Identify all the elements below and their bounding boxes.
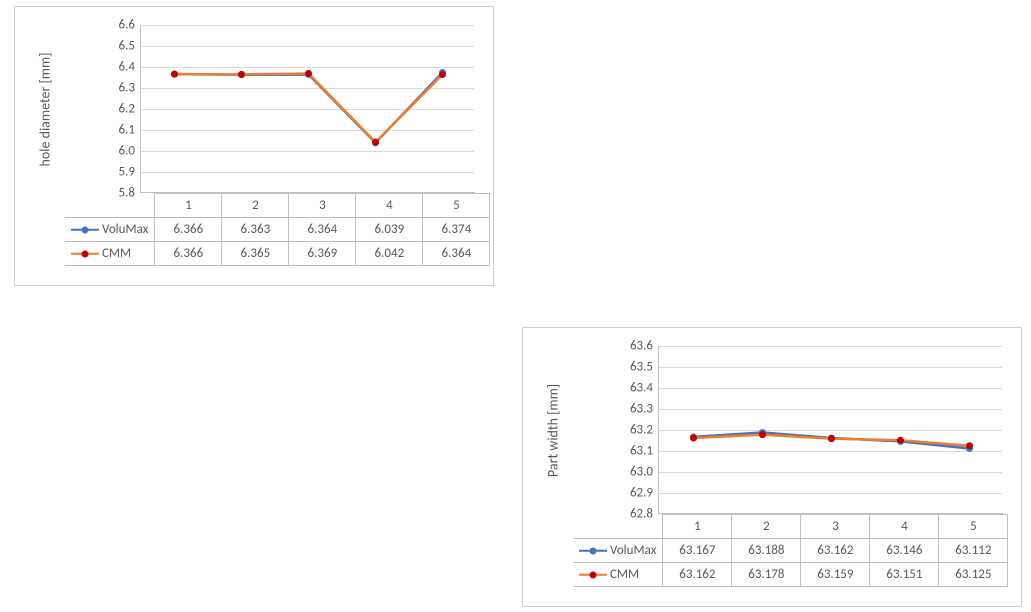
chart1-data-table: 12345VoluMax6.3666.3636.3646.0396.374CMM… [65, 193, 490, 266]
chart2-legend-cell: CMM [573, 563, 663, 587]
chart1-ytick: 6.0 [119, 144, 141, 159]
chart1-series-name: VoluMax [102, 222, 148, 237]
chart1-category-header: 4 [356, 194, 423, 218]
chart2-legend-swatch [579, 568, 607, 582]
chart1-data-cell: 6.039 [356, 218, 423, 242]
chart2-data-cell: 63.178 [732, 563, 801, 587]
chart1-category-header: 2 [222, 194, 289, 218]
chart2-data-cell: 63.159 [801, 563, 870, 587]
chart2-data-cell: 63.151 [870, 563, 939, 587]
chart2-series-name: CMM [610, 567, 639, 582]
chart1-ytick: 6.4 [119, 60, 141, 75]
chart1-ylabel: hole diameter [mm] [37, 50, 54, 170]
chart1-legend-cell: VoluMax [65, 218, 155, 242]
chart2-marker [828, 435, 835, 442]
chart2-category-header: 2 [732, 515, 801, 539]
chart2-table-row: VoluMax 63.16763.18863.16263.14663.112 [573, 539, 1008, 563]
chart2-svg [659, 346, 1004, 514]
chart2-ytick: 63.2 [630, 423, 659, 438]
chart2-data-cell: 63.125 [939, 563, 1008, 587]
chart1-legend-swatch [71, 223, 99, 237]
chart2-table-header-row: 12345 [573, 515, 1008, 539]
chart2-data-cell: 63.162 [801, 539, 870, 563]
chart1-marker [171, 71, 178, 78]
chart1-category-header: 5 [423, 194, 490, 218]
chart1-table-header-row: 12345 [65, 194, 490, 218]
chart2-data-cell: 63.146 [870, 539, 939, 563]
chart1-ytick: 6.5 [119, 39, 141, 54]
chart2-data-table: 12345VoluMax63.16763.18863.16263.14663.1… [573, 514, 1008, 587]
chart2-category-header: 3 [801, 515, 870, 539]
chart2-ytick: 63.0 [630, 465, 659, 480]
chart2-ytick: 63.3 [630, 402, 659, 417]
chart2-data-cell: 63.188 [732, 539, 801, 563]
chart1-marker [305, 70, 312, 77]
chart1-data-cell: 6.363 [222, 218, 289, 242]
chart2-legend-swatch [579, 544, 607, 558]
chart1-ytick: 6.3 [119, 81, 141, 96]
chart1-series-line-1 [175, 74, 443, 143]
chart1-marker [372, 139, 379, 146]
chart1-series-line-0 [175, 72, 443, 142]
chart1-table-row: CMM 6.3666.3656.3696.0426.364 [65, 242, 490, 266]
chart1-marker [238, 71, 245, 78]
chart1-plot: 5.85.96.06.16.26.36.46.56.6 [140, 25, 475, 193]
chart2-marker [966, 442, 973, 449]
chart1-table-row: VoluMax 6.3666.3636.3646.0396.374 [65, 218, 490, 242]
chart2-plot: 62.862.963.063.163.263.363.463.563.6 [658, 346, 1003, 514]
chart2-data-cell: 63.167 [663, 539, 732, 563]
chart1-svg [141, 25, 476, 193]
chart1-legend-marker-icon [82, 226, 89, 233]
chart1-data-cell: 6.366 [155, 218, 222, 242]
chart2-ytick: 63.1 [630, 444, 659, 459]
chart2-table-row: CMM 63.16263.17863.15963.15163.125 [573, 563, 1008, 587]
chart2-category-header: 1 [663, 515, 732, 539]
chart2-marker [690, 434, 697, 441]
chart2-ytick: 63.6 [630, 339, 659, 354]
chart1-legend-cell: CMM [65, 242, 155, 266]
chart2-legend-marker-icon [590, 571, 597, 578]
chart2-series-name: VoluMax [610, 543, 656, 558]
chart1-data-cell: 6.369 [289, 242, 356, 266]
chart1-series-name: CMM [102, 246, 131, 261]
chart1-ytick: 6.2 [119, 102, 141, 117]
chart2-data-cell: 63.112 [939, 539, 1008, 563]
chart1-data-cell: 6.365 [222, 242, 289, 266]
chart1-data-cell: 6.042 [356, 242, 423, 266]
chart1-legend-swatch [71, 247, 99, 261]
chart2-category-header: 4 [870, 515, 939, 539]
chart2-ylabel: Part width [mm] [545, 371, 562, 491]
chart2-panel: Part width [mm] 62.862.963.063.163.263.36… [522, 327, 1022, 607]
chart1-data-cell: 6.374 [423, 218, 490, 242]
chart2-ytick: 63.5 [630, 360, 659, 375]
chart2-category-header: 5 [939, 515, 1008, 539]
chart1-category-header: 3 [289, 194, 356, 218]
chart2-legend-cell: VoluMax [573, 539, 663, 563]
chart1-marker [439, 71, 446, 78]
chart1-category-header: 1 [155, 194, 222, 218]
chart1-table-corner [65, 194, 155, 218]
chart2-marker [897, 437, 904, 444]
chart1-ytick: 5.9 [119, 165, 141, 180]
chart1-data-cell: 6.364 [289, 218, 356, 242]
chart2-ytick: 62.9 [630, 486, 659, 501]
chart1-ytick: 6.6 [119, 18, 141, 33]
chart1-data-cell: 6.366 [155, 242, 222, 266]
chart2-marker [759, 431, 766, 438]
chart2-table-corner [573, 515, 663, 539]
chart1-ytick: 6.1 [119, 123, 141, 138]
chart1-data-cell: 6.364 [423, 242, 490, 266]
chart2-legend-marker-icon [590, 547, 597, 554]
chart2-ytick: 63.4 [630, 381, 659, 396]
chart2-data-cell: 63.162 [663, 563, 732, 587]
chart1-panel: hole diameter [mm] 5.85.96.06.16.26.36.46… [14, 6, 494, 286]
chart1-legend-marker-icon [82, 250, 89, 257]
